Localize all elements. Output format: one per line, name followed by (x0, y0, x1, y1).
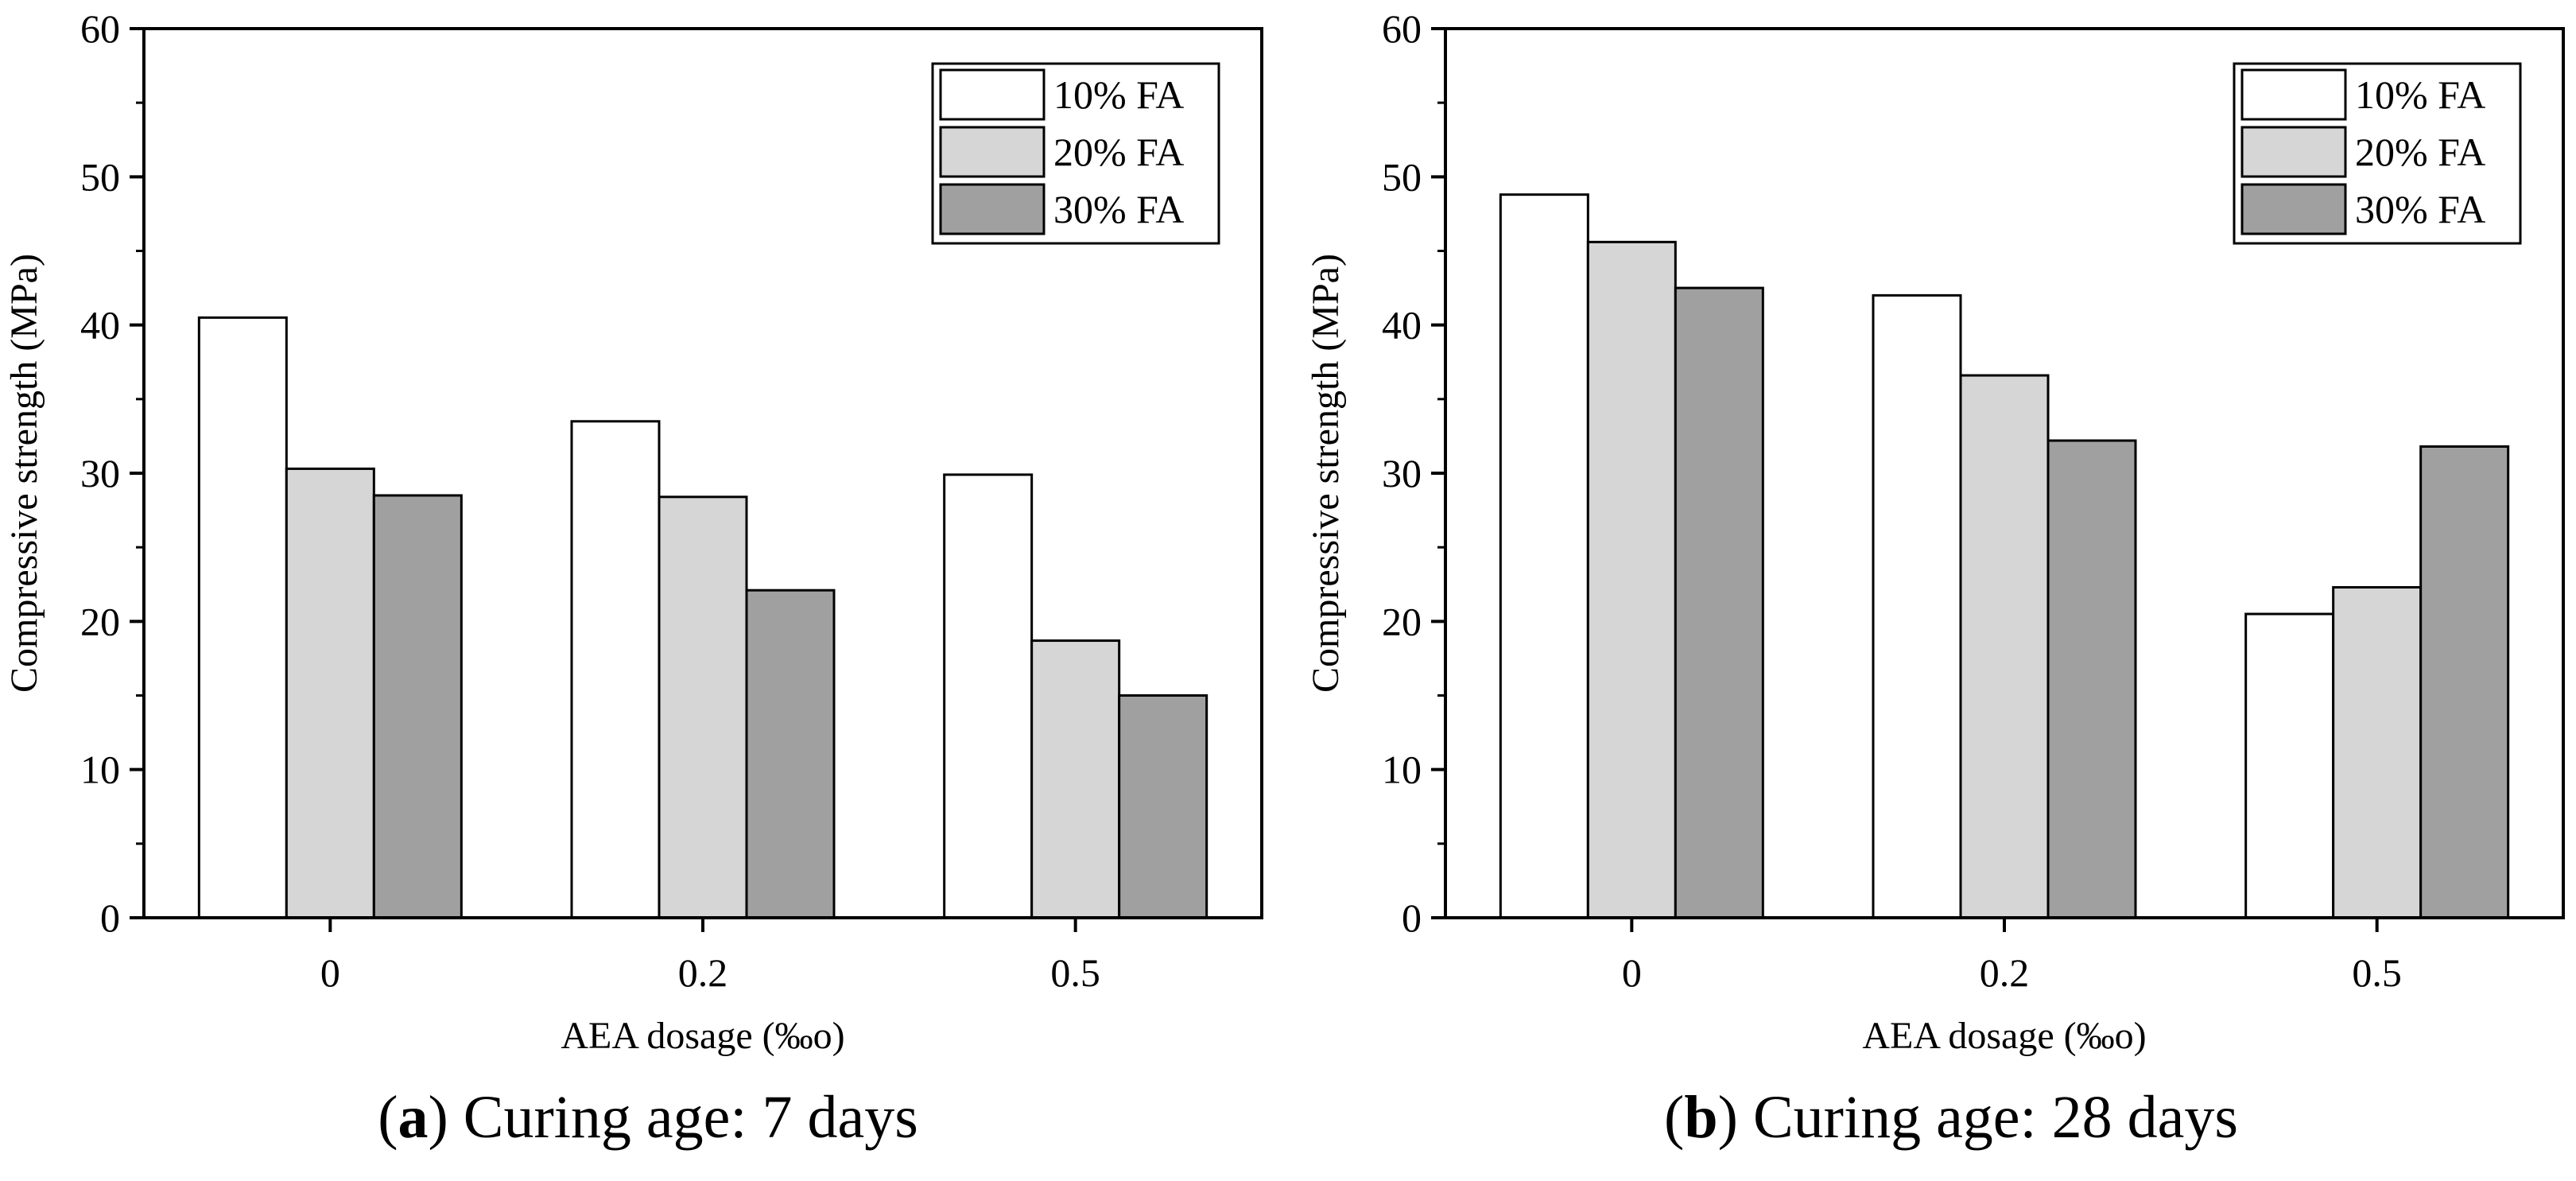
bar-30fa-0.2 (2046, 439, 2137, 919)
bar-10fa-0 (197, 316, 288, 919)
legend-swatch (939, 183, 1046, 235)
y-axis-title: Compressive strength (MPa) (3, 254, 45, 693)
caption-letter: b (1684, 1084, 1717, 1151)
caption-paren-open: ( (378, 1084, 398, 1151)
legend-label: 10% FA (2355, 72, 2485, 117)
y-tick-label: 40 (1382, 303, 1422, 348)
chart-caption: (b) Curing age: 28 days (1664, 1084, 2238, 1151)
chart-b: 0 10 20 30 40 50 60 0 0.2 0.5 AEA dosage (‰o) Compr… (1305, 6, 2565, 1151)
bar-20fa-0.2 (1959, 374, 2050, 919)
bar-20fa-0 (285, 467, 375, 919)
bar-30fa-0.2 (745, 589, 836, 919)
bar-30fa-0.5 (2419, 445, 2510, 919)
x-axis-title: AEA dosage (‰o) (561, 1015, 844, 1057)
bar-10fa-0.2 (570, 420, 661, 919)
caption-text: ) Curing age: 7 days (429, 1084, 918, 1151)
y-tick-label: 40 (80, 303, 120, 348)
legend-label: 10% FA (1053, 72, 1184, 117)
chart-a: 0 10 20 30 40 50 60 0 0.2 0.5 AEA dosage (‰o) Compr… (3, 6, 1263, 1151)
y-tick-label: 60 (80, 6, 120, 51)
bar-20fa-0 (1586, 240, 1677, 919)
bar-20fa-0.2 (658, 495, 748, 919)
y-tick-label: 30 (1382, 451, 1422, 495)
bar-20fa-0.5 (2332, 585, 2423, 919)
bar-10fa-0.5 (2244, 612, 2335, 919)
x-tick-label: 0.2 (1980, 950, 2030, 995)
bar-30fa-0 (372, 494, 463, 919)
x-tick-label: 0 (320, 950, 340, 995)
y-tick-label: 0 (1402, 895, 1422, 940)
legend: 10% FA 20% FA 30% FA (2233, 62, 2522, 245)
x-tick-label: 0.5 (1050, 950, 1100, 995)
caption-text: ) Curing age: 28 days (1718, 1084, 2238, 1151)
y-tick-label: 10 (1382, 748, 1422, 792)
bar-30fa-0.5 (1118, 694, 1208, 919)
legend-label: 30% FA (2355, 187, 2485, 231)
legend-swatch (939, 126, 1046, 178)
x-tick-label: 0 (1622, 950, 1642, 995)
x-tick-label: 0.2 (678, 950, 728, 995)
bar-30fa-0 (1674, 286, 1764, 919)
y-axis-title: Compressive strength (MPa) (1305, 254, 1347, 693)
bar-10fa-0 (1499, 193, 1589, 919)
y-tick-label: 20 (80, 599, 120, 643)
legend-label: 20% FA (2355, 130, 2485, 174)
x-axis-title: AEA dosage (‰o) (1862, 1015, 2146, 1057)
bar-10fa-0.2 (1872, 293, 1962, 919)
y-tick-label: 10 (80, 748, 120, 792)
y-tick-label: 0 (100, 895, 120, 940)
x-tick-label: 0.5 (2352, 950, 2402, 995)
caption-paren-open: ( (1664, 1084, 1684, 1151)
legend-label: 30% FA (1053, 187, 1184, 231)
bar-20fa-0.5 (1030, 639, 1121, 919)
y-tick-label: 60 (1382, 6, 1422, 51)
legend: 10% FA 20% FA 30% FA (931, 62, 1220, 245)
legend-swatch (939, 68, 1046, 121)
legend-swatch (2240, 126, 2347, 178)
bar-10fa-0.5 (943, 473, 1034, 919)
legend-swatch (2240, 183, 2347, 235)
y-tick-label: 20 (1382, 599, 1422, 643)
y-tick-label: 50 (80, 154, 120, 199)
y-tick-label: 50 (1382, 154, 1422, 199)
legend-label: 20% FA (1053, 130, 1184, 174)
y-tick-label: 30 (80, 451, 120, 495)
legend-swatch (2240, 68, 2347, 121)
caption-letter: a (398, 1084, 429, 1151)
chart-caption: (a) Curing age: 7 days (378, 1084, 918, 1151)
